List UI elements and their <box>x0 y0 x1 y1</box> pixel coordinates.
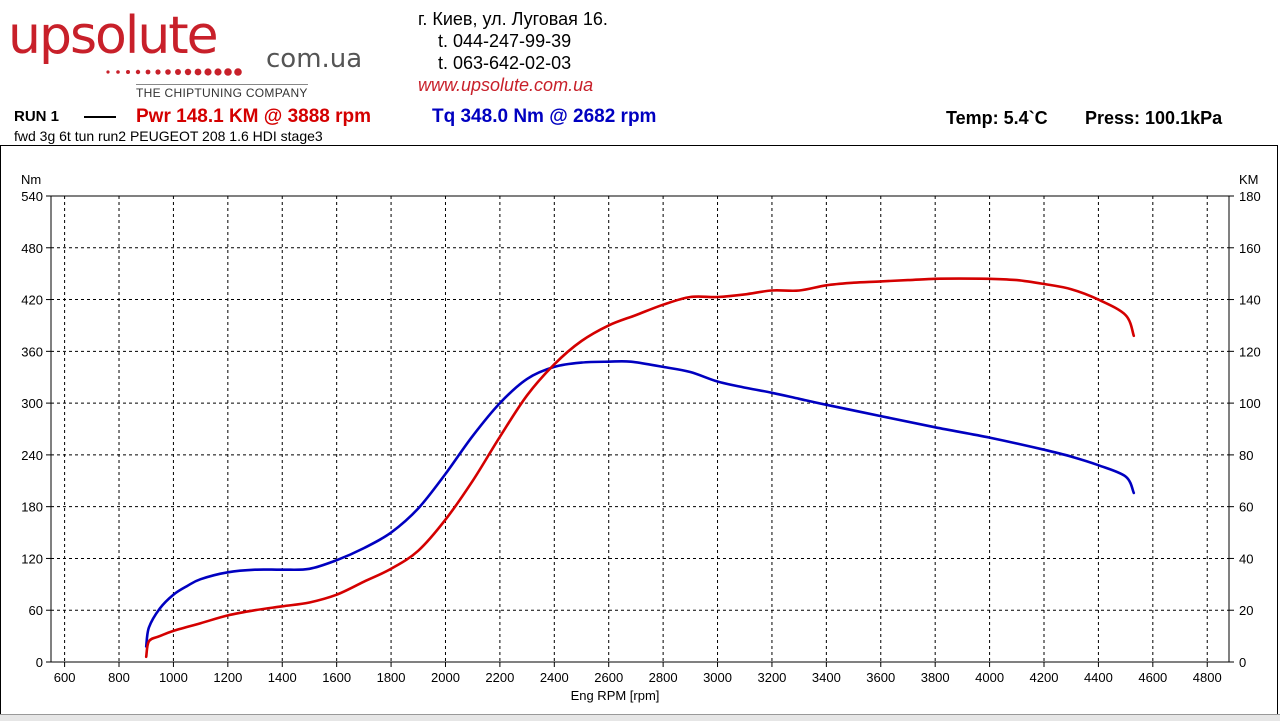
x-tick-label: 1800 <box>377 670 406 685</box>
pressure-readout: Press: 100.1kPa <box>1085 108 1223 128</box>
x-tick-label: 2800 <box>649 670 678 685</box>
x-tick-label: 1000 <box>159 670 188 685</box>
x-tick-label: 3200 <box>757 670 786 685</box>
power-curve <box>144 277 1136 659</box>
x-tick-label: 2200 <box>485 670 514 685</box>
logo-domain: com.ua <box>266 44 363 74</box>
contact-phone-2: t. 063-642-02-03 <box>438 53 572 73</box>
x-tick-label: 800 <box>108 670 130 685</box>
y-left-tick-label: 300 <box>21 396 43 411</box>
y-right-tick-label: 60 <box>1239 500 1253 515</box>
x-tick-label: 3800 <box>921 670 950 685</box>
y-right-tick-label: 120 <box>1239 344 1261 359</box>
temperature-readout: Temp: 5.4`C <box>946 108 1048 128</box>
x-tick-label: 4600 <box>1138 670 1167 685</box>
y-left-tick-label: 0 <box>36 655 43 670</box>
y-left-tick-label: 120 <box>21 551 43 566</box>
y-right-axis-label: KM <box>1239 172 1259 187</box>
run-description: fwd 3g 6t tun run2 PEUGEOT 208 1.6 HDI s… <box>14 128 323 144</box>
y-left-tick-label: 540 <box>21 189 43 204</box>
x-tick-label: 4400 <box>1084 670 1113 685</box>
x-tick-label: 2400 <box>540 670 569 685</box>
logo-tagline: THE CHIPTUNING COMPANY <box>136 84 308 100</box>
x-axis-label: Eng RPM [rpm] <box>571 688 660 703</box>
plot-area <box>50 195 1230 663</box>
logo-wordmark: upsolute <box>8 6 219 66</box>
x-tick-label: 1200 <box>213 670 242 685</box>
bottom-scrollbar <box>0 714 1280 721</box>
x-tick-label: 2000 <box>431 670 460 685</box>
x-tick-label: 1400 <box>268 670 297 685</box>
power-peak: Pwr 148.1 KM @ 3888 rpm <box>136 106 372 127</box>
x-tick-label: 1600 <box>322 670 351 685</box>
y-right-tick-label: 180 <box>1239 189 1261 204</box>
y-right-tick-label: 100 <box>1239 396 1261 411</box>
run-legend-line <box>84 116 116 118</box>
contact-website-link[interactable]: www.upsolute.com.ua <box>418 75 594 95</box>
contact-address: г. Киев, ул. Луговая 16. <box>418 9 608 29</box>
x-tick-label: 3400 <box>812 670 841 685</box>
x-tick-label: 2600 <box>594 670 623 685</box>
brand-logo: upsolute com.ua THE CHIPTUNING COMPANY <box>8 6 388 100</box>
y-right-tick-label: 0 <box>1239 655 1246 670</box>
y-right-tick-label: 20 <box>1239 603 1253 618</box>
x-tick-label: 4200 <box>1030 670 1059 685</box>
y-left-tick-label: 480 <box>21 241 43 256</box>
logo-dots <box>106 68 242 76</box>
y-right-tick-label: 80 <box>1239 448 1253 463</box>
torque-curve <box>144 359 1136 648</box>
torque-peak: Tq 348.0 Nm @ 2682 rpm <box>432 106 657 127</box>
y-left-tick-label: 60 <box>29 603 43 618</box>
y-right-tick-label: 160 <box>1239 241 1261 256</box>
contact-phone-1: t. 044-247-99-39 <box>438 31 572 51</box>
contact-block: г. Киев, ул. Луговая 16. t. 044-247-99-3… <box>418 8 608 96</box>
y-left-tick-label: 420 <box>21 293 43 308</box>
y-right-tick-label: 40 <box>1239 551 1253 566</box>
x-tick-label: 4000 <box>975 670 1004 685</box>
y-left-tick-label: 180 <box>21 500 43 515</box>
x-tick-label: 3000 <box>703 670 732 685</box>
x-tick-label: 600 <box>54 670 76 685</box>
x-tick-label: 4800 <box>1193 670 1222 685</box>
x-tick-label: 3600 <box>866 670 895 685</box>
y-left-axis-label: Nm <box>21 172 41 187</box>
y-right-tick-label: 140 <box>1239 293 1261 308</box>
run-label: RUN 1 <box>14 108 60 125</box>
y-left-tick-label: 360 <box>21 344 43 359</box>
y-left-tick-label: 240 <box>21 448 43 463</box>
